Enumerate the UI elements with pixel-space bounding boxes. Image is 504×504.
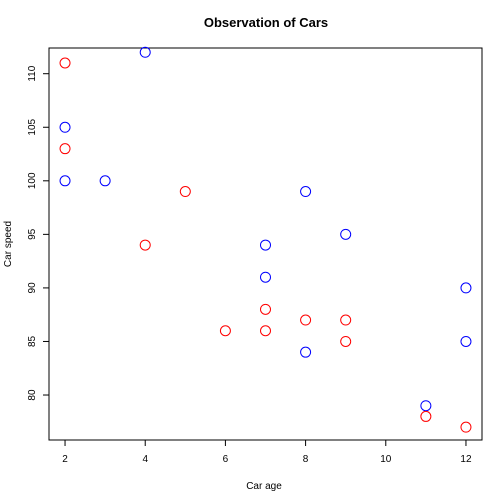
data-point-series-1 (420, 400, 432, 412)
x-tick-label: 12 (460, 454, 472, 465)
data-point-series-1 (99, 175, 111, 187)
x-axis-label: Car age (246, 481, 282, 492)
data-point-series-2 (59, 57, 71, 69)
y-axis-label: Car speed (3, 221, 14, 267)
data-point-series-1 (139, 46, 151, 58)
y-tick-label: 95 (27, 228, 38, 240)
data-point-series-1 (460, 282, 472, 294)
data-point-series-1 (300, 186, 312, 198)
y-axis: 80 85 90 95 100 105 110 (27, 65, 49, 401)
x-tick-label: 10 (380, 454, 392, 465)
data-point-series-1 (460, 335, 472, 347)
data-point-series-1 (260, 239, 271, 251)
x-tick-label: 6 (223, 454, 229, 465)
data-point-series-2 (340, 335, 352, 347)
x-tick-label: 4 (142, 454, 148, 465)
y-tick-label: 105 (27, 118, 38, 135)
y-tick-label: 100 (27, 172, 38, 189)
data-point-series-2 (139, 239, 151, 251)
x-tick-label: 2 (62, 454, 68, 465)
data-point-series-2 (179, 186, 191, 198)
data-point-series-2 (219, 325, 231, 337)
data-point-series-2 (59, 143, 71, 155)
y-tick-label: 80 (27, 389, 38, 401)
x-tick-label: 8 (303, 454, 309, 465)
data-point-series-2 (420, 410, 432, 422)
data-point-series-1 (59, 121, 71, 133)
data-point-series-2 (300, 314, 312, 326)
y-tick-label: 110 (27, 65, 38, 81)
data-point-series-1 (300, 346, 312, 358)
data-point-series-1 (59, 175, 71, 187)
data-point-series-2 (260, 325, 271, 337)
data-point-series-2 (340, 314, 352, 326)
data-point-series-1 (260, 271, 271, 283)
data-point-series-2 (460, 421, 472, 433)
data-points (59, 46, 472, 433)
data-point-series-1 (340, 228, 352, 240)
chart-title: Observation of Cars (204, 15, 328, 30)
y-tick-label: 90 (27, 282, 38, 294)
plot-area-frame (48, 47, 483, 441)
x-axis: 2 4 6 8 10 12 (62, 440, 472, 465)
data-point-series-2 (260, 303, 271, 315)
y-tick-label: 85 (27, 335, 38, 347)
